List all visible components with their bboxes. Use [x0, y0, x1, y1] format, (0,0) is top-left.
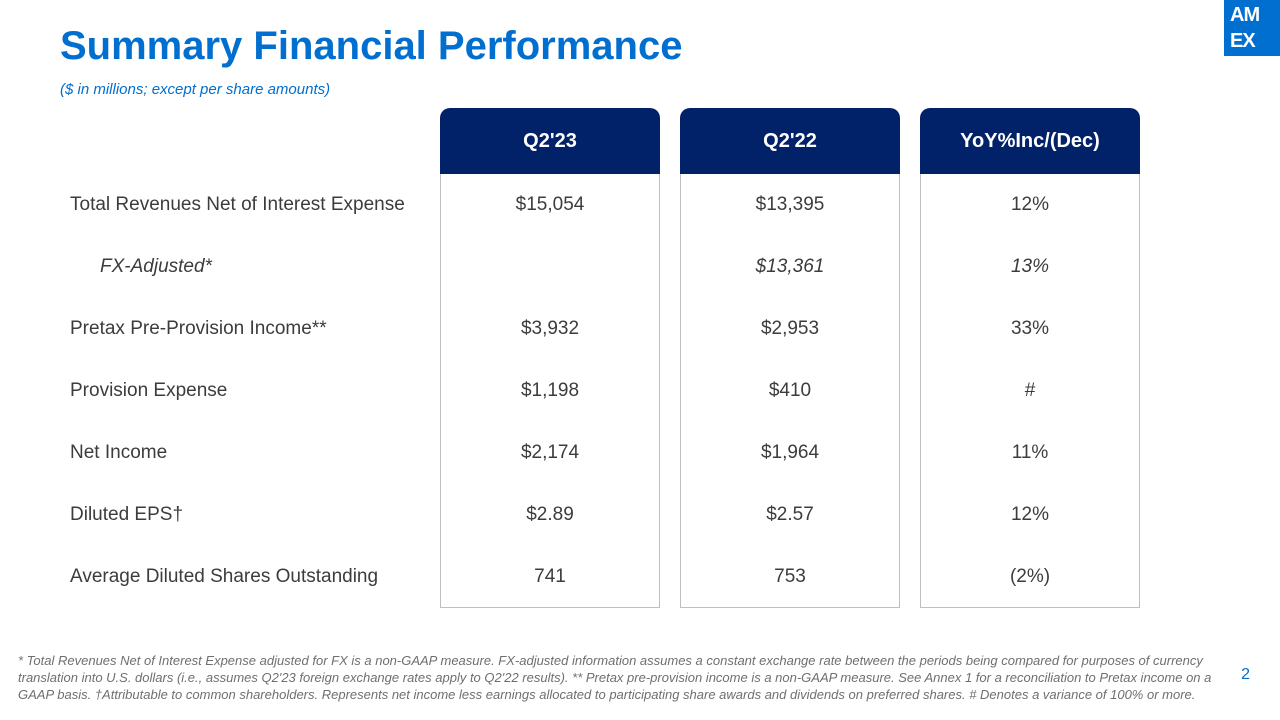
- page-number: 2: [1241, 666, 1250, 684]
- data-cell: $3,932: [440, 298, 660, 360]
- row-label: Average Diluted Shares Outstanding: [60, 546, 440, 608]
- financial-table: Q2'23 Q2'22 YoY%Inc/(Dec) Total Revenues Ne…: [60, 108, 1220, 608]
- column-gap: [660, 546, 680, 608]
- column-gap: [660, 484, 680, 546]
- logo-line1: AM: [1230, 2, 1280, 28]
- row-label: Pretax Pre-Provision Income**: [60, 298, 440, 360]
- column-gap: [900, 108, 920, 174]
- column-gap: [900, 174, 920, 236]
- column-gap: [660, 422, 680, 484]
- row-label: Diluted EPS†: [60, 484, 440, 546]
- subtitle: ($ in millions; except per share amounts…: [60, 81, 1220, 98]
- data-cell: (2%): [920, 546, 1140, 608]
- data-cell: $2,953: [680, 298, 900, 360]
- row-label: Net Income: [60, 422, 440, 484]
- column-gap: [660, 360, 680, 422]
- data-cell: $13,395: [680, 174, 900, 236]
- data-cell: $1,198: [440, 360, 660, 422]
- data-cell: 12%: [920, 484, 1140, 546]
- amex-logo: AM EX: [1224, 0, 1280, 56]
- data-cell: 12%: [920, 174, 1140, 236]
- logo-line2: EX: [1230, 28, 1280, 54]
- data-cell: $1,964: [680, 422, 900, 484]
- slide: AM EX Summary Financial Performance ($ i…: [0, 0, 1280, 720]
- data-cell: $13,361: [680, 236, 900, 298]
- data-cell: 13%: [920, 236, 1140, 298]
- column-header: Q2'23: [440, 108, 660, 174]
- data-cell: 11%: [920, 422, 1140, 484]
- column-header: YoY%Inc/(Dec): [920, 108, 1140, 174]
- column-gap: [660, 298, 680, 360]
- data-cell: 741: [440, 546, 660, 608]
- column-gap: [900, 422, 920, 484]
- column-gap: [660, 174, 680, 236]
- column-header: Q2'22: [680, 108, 900, 174]
- data-cell: [440, 236, 660, 298]
- column-gap: [900, 236, 920, 298]
- data-cell: 33%: [920, 298, 1140, 360]
- data-cell: $2,174: [440, 422, 660, 484]
- column-gap: [900, 298, 920, 360]
- data-cell: $15,054: [440, 174, 660, 236]
- row-label: Provision Expense: [60, 360, 440, 422]
- page-title: Summary Financial Performance: [60, 24, 1220, 69]
- header-empty: [60, 108, 440, 174]
- data-cell: #: [920, 360, 1140, 422]
- data-cell: $2.57: [680, 484, 900, 546]
- data-cell: $2.89: [440, 484, 660, 546]
- column-gap: [900, 484, 920, 546]
- column-gap: [900, 360, 920, 422]
- column-gap: [900, 546, 920, 608]
- data-cell: 753: [680, 546, 900, 608]
- column-gap: [660, 108, 680, 174]
- column-gap: [660, 236, 680, 298]
- row-label: Total Revenues Net of Interest Expense: [60, 174, 440, 236]
- data-cell: $410: [680, 360, 900, 422]
- row-label: FX-Adjusted*: [60, 236, 440, 298]
- footnote: * Total Revenues Net of Interest Expense…: [18, 653, 1220, 704]
